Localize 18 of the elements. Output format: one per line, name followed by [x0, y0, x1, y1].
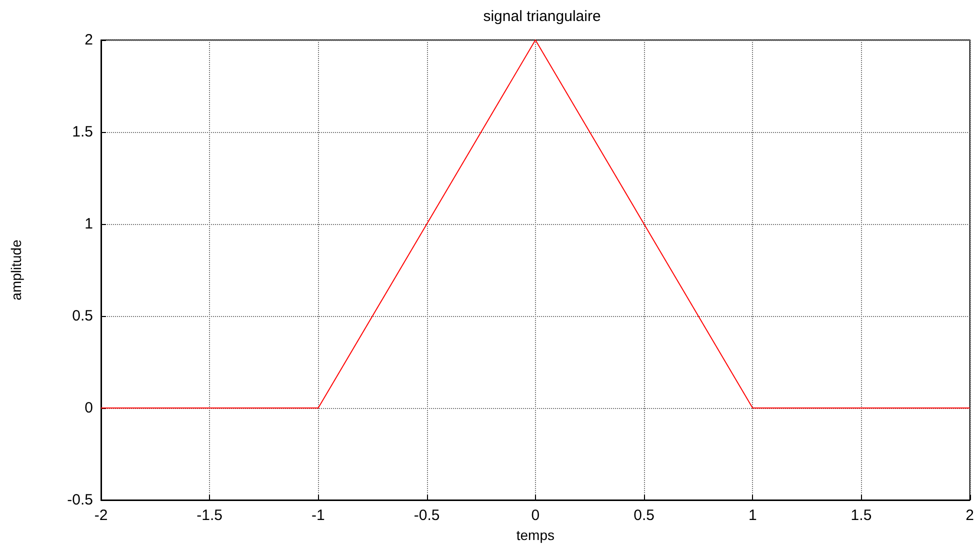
y-tick-label: -0.5	[67, 492, 93, 508]
x-axis-title: temps	[516, 526, 554, 543]
x-tick-label: -1	[312, 507, 325, 524]
chart-title: signal triangulaire	[483, 8, 601, 25]
y-tick-label: 1.5	[72, 124, 93, 140]
x-tick-label: 1	[748, 507, 757, 524]
y-axis-title: amplitude	[8, 239, 24, 300]
y-tick-label: 0.5	[72, 308, 93, 324]
y-tick-label: 2	[84, 32, 93, 48]
x-tick-label: -2	[94, 507, 108, 524]
x-tick-label: -1.5	[196, 507, 223, 524]
x-tick-label: 1.5	[850, 507, 872, 524]
x-tick-label: 2	[966, 507, 974, 524]
y-tick-label: 1	[84, 216, 93, 232]
y-tick-label: 0	[84, 400, 93, 416]
x-tick-label: -0.5	[414, 507, 440, 524]
x-tick-label: 0	[531, 507, 540, 524]
x-tick-label: 0.5	[634, 507, 654, 524]
